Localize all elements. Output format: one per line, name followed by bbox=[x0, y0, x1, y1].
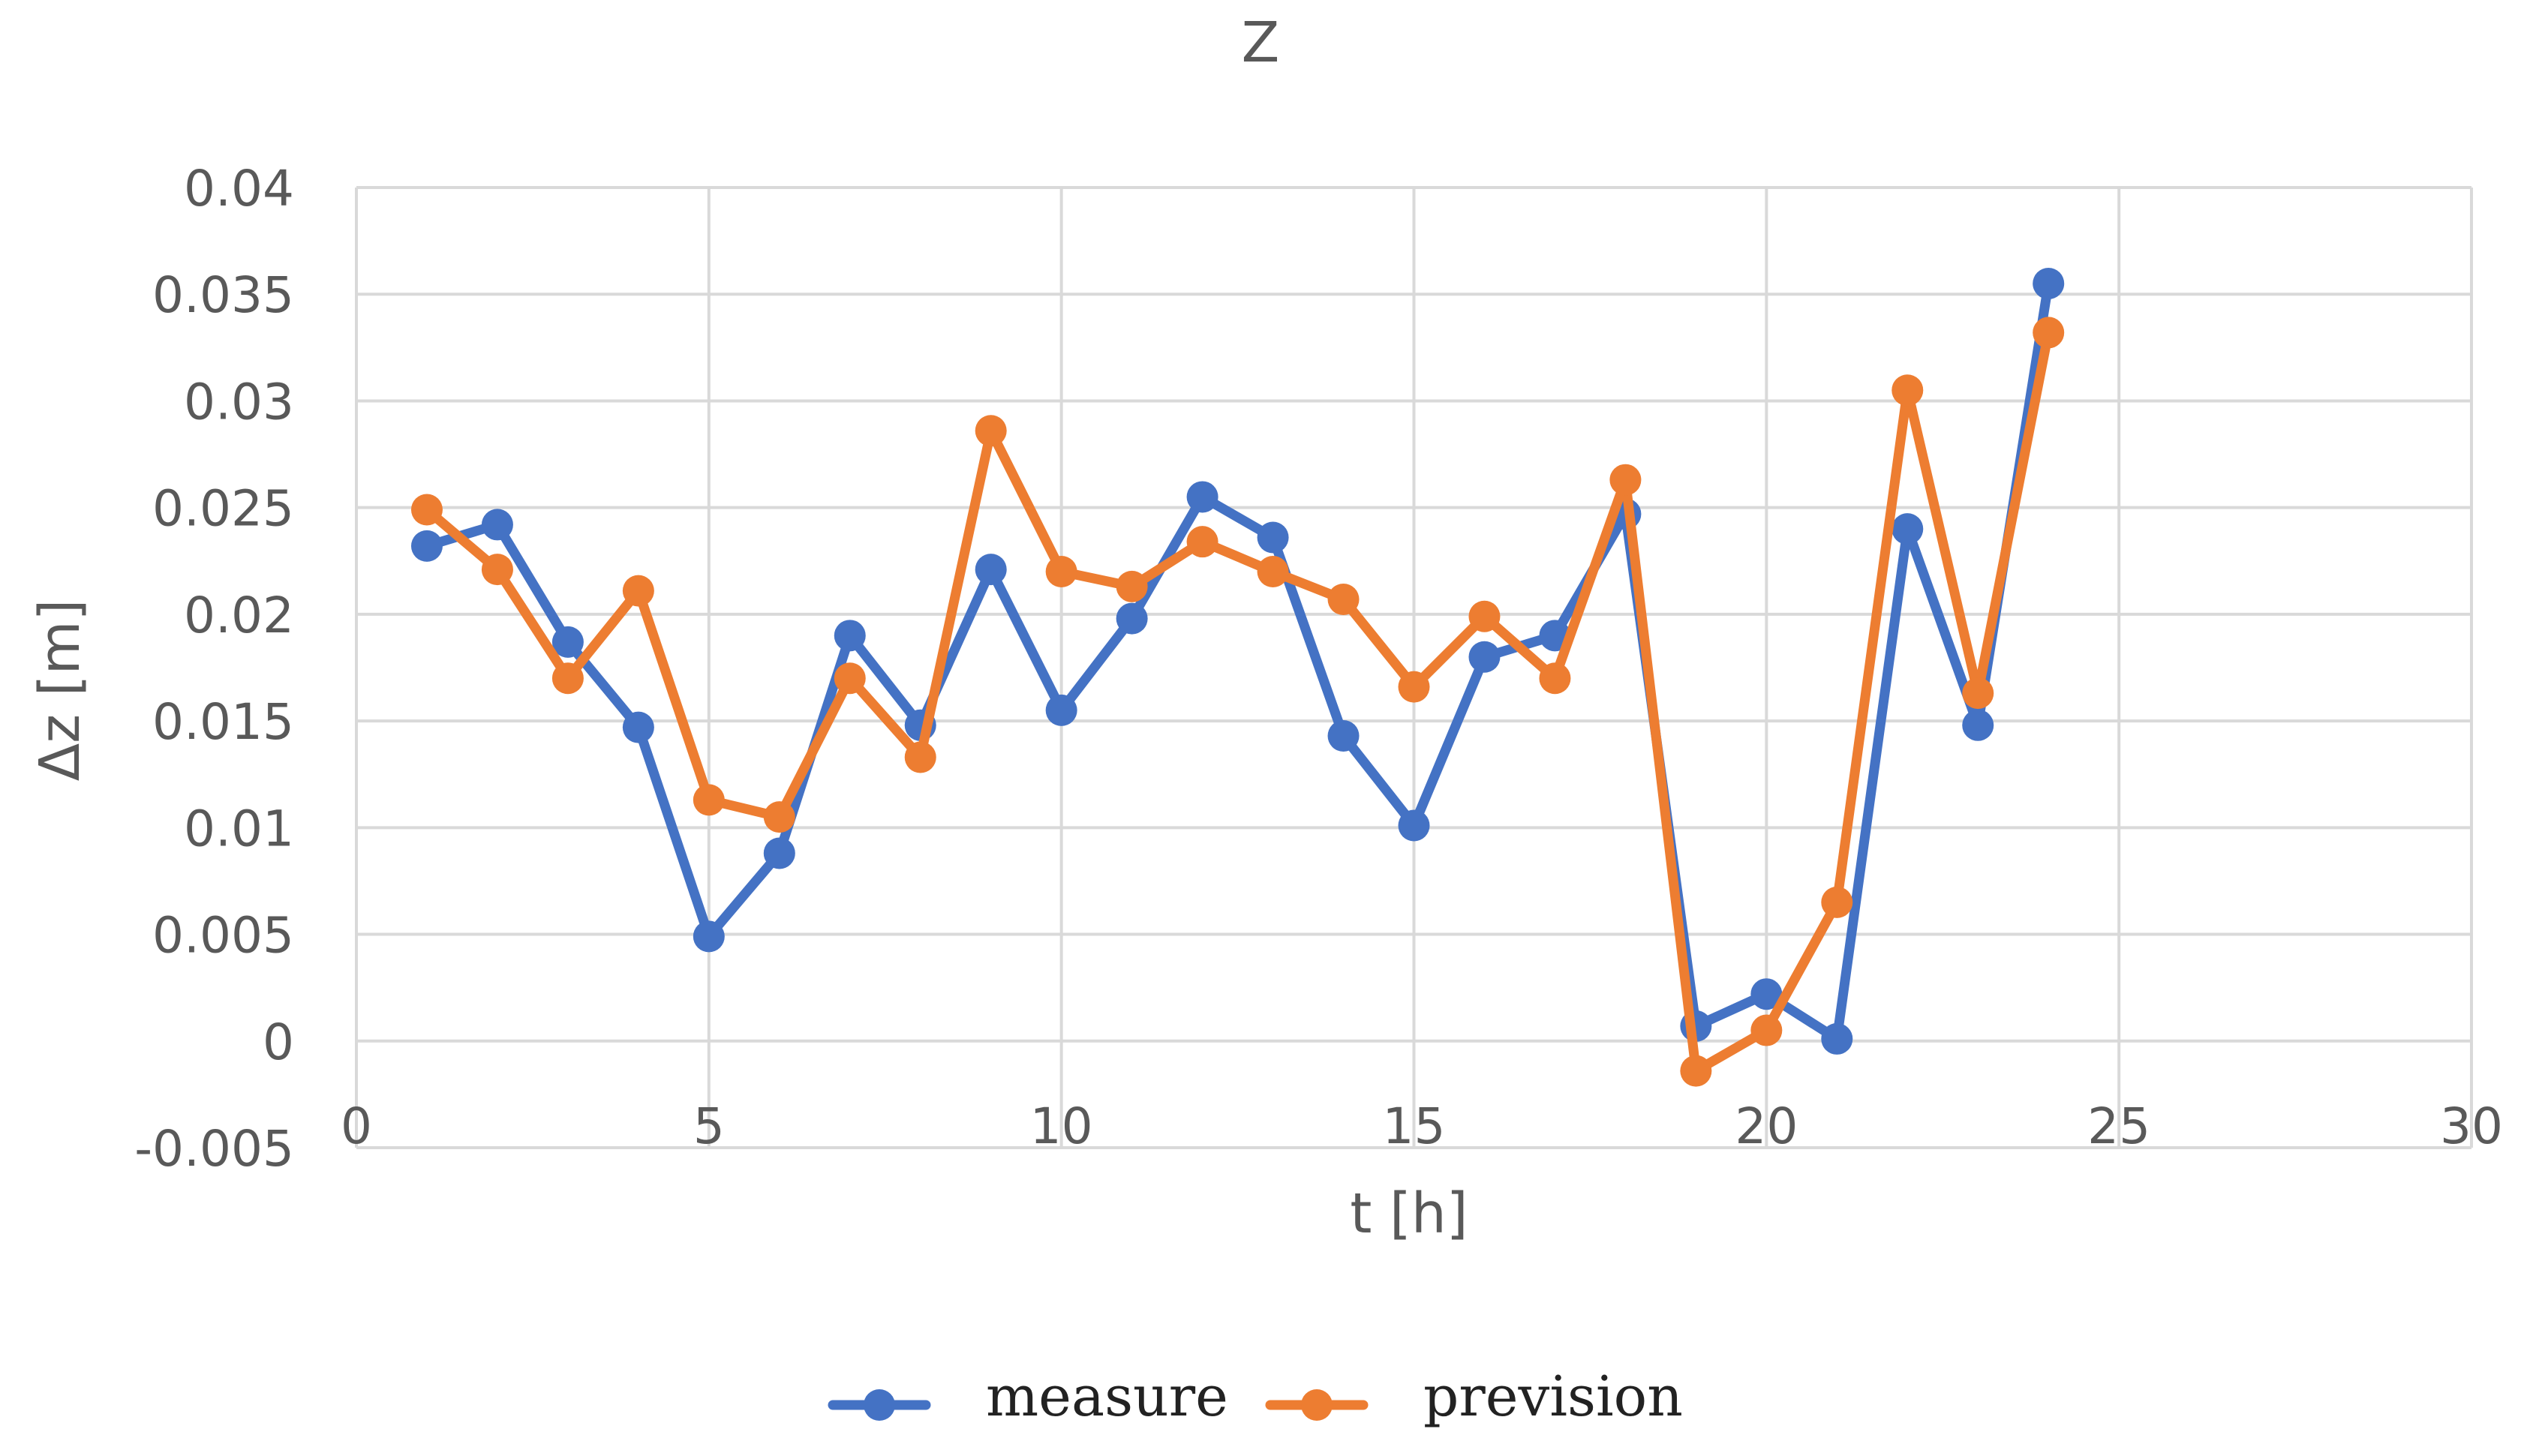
data-point-measure bbox=[975, 554, 1007, 586]
data-point-measure bbox=[1116, 602, 1148, 635]
data-point-measure bbox=[410, 530, 443, 562]
plot-series bbox=[410, 268, 2065, 1087]
y-tick-label: 0.035 bbox=[152, 266, 294, 324]
y-tick-label: 0.025 bbox=[152, 480, 294, 538]
data-point-prevision bbox=[2033, 317, 2065, 349]
data-point-prevision bbox=[551, 662, 584, 695]
data-point-measure bbox=[1962, 709, 1994, 741]
x-tick-label: 5 bbox=[693, 1097, 725, 1155]
series-prevision bbox=[410, 317, 2065, 1087]
data-point-prevision bbox=[410, 494, 443, 526]
data-point-prevision bbox=[763, 801, 795, 833]
data-point-prevision bbox=[1398, 671, 1430, 703]
chart-title: Z bbox=[1242, 11, 1280, 75]
x-tick-label: 0 bbox=[341, 1097, 372, 1155]
x-axis-label: t [h] bbox=[1350, 1181, 1468, 1246]
y-tick-label: 0.04 bbox=[184, 160, 294, 218]
data-point-measure bbox=[1186, 481, 1218, 513]
data-point-prevision bbox=[1821, 886, 1853, 918]
x-tick-label: 10 bbox=[1030, 1097, 1093, 1155]
y-tick-label: -0.005 bbox=[134, 1120, 294, 1178]
data-point-prevision bbox=[1892, 374, 1924, 407]
x-tick-label: 25 bbox=[2087, 1097, 2150, 1155]
data-point-prevision bbox=[1680, 1055, 1712, 1087]
series-line-prevision bbox=[422, 327, 2054, 1076]
legend: measure prevision bbox=[828, 1364, 1683, 1429]
data-point-measure bbox=[1750, 978, 1783, 1010]
series-line-measure bbox=[422, 278, 2054, 1044]
legend-label: prevision bbox=[1423, 1364, 1683, 1429]
data-point-measure bbox=[1327, 720, 1360, 752]
y-axis-ticks: -0.005 0 0.005 0.01 0.015 0.02 0.025 0.03 0.035 0… bbox=[134, 160, 294, 1178]
data-point-measure bbox=[693, 920, 725, 953]
data-point-prevision bbox=[1045, 556, 1077, 587]
data-point-prevision bbox=[1186, 526, 1218, 558]
y-tick-label: 0.01 bbox=[184, 800, 294, 857]
data-point-prevision bbox=[1327, 583, 1360, 615]
data-point-prevision bbox=[1468, 600, 1501, 632]
data-point-prevision bbox=[1257, 556, 1289, 587]
data-point-measure bbox=[1892, 513, 1924, 545]
data-point-prevision bbox=[904, 741, 936, 773]
x-tick-label: 30 bbox=[2440, 1097, 2503, 1155]
data-point-prevision bbox=[693, 784, 725, 816]
x-tick-label: 15 bbox=[1383, 1097, 1446, 1155]
data-point-measure bbox=[1821, 1022, 1853, 1055]
data-point-measure bbox=[1468, 641, 1501, 673]
x-axis-ticks: 0 5 10 15 20 25 30 bbox=[341, 1097, 2503, 1155]
data-point-prevision bbox=[1116, 570, 1148, 602]
data-point-prevision bbox=[975, 415, 1007, 447]
data-point-prevision bbox=[1962, 677, 1994, 710]
y-tick-label: 0.005 bbox=[152, 907, 294, 965]
data-point-measure bbox=[834, 620, 866, 652]
data-point-measure bbox=[481, 509, 513, 541]
data-point-measure bbox=[551, 626, 584, 658]
y-tick-label: 0.03 bbox=[184, 373, 294, 431]
legend-label: measure bbox=[986, 1364, 1228, 1429]
y-tick-label: 0 bbox=[263, 1013, 294, 1071]
y-tick-label: 0.02 bbox=[184, 587, 294, 644]
data-point-measure bbox=[2033, 268, 2065, 299]
legend-item-measure: measure bbox=[828, 1364, 1228, 1429]
data-point-prevision bbox=[1750, 1014, 1783, 1046]
gridlines bbox=[355, 186, 2473, 1149]
x-tick-label: 20 bbox=[1735, 1097, 1798, 1155]
data-point-measure bbox=[1257, 521, 1289, 554]
legend-item-prevision: prevision bbox=[1265, 1364, 1683, 1429]
data-point-prevision bbox=[481, 554, 513, 586]
data-point-prevision bbox=[1609, 464, 1642, 496]
data-point-prevision bbox=[834, 662, 866, 695]
y-tick-label: 0.015 bbox=[152, 693, 294, 751]
data-point-measure bbox=[763, 837, 795, 869]
data-point-prevision bbox=[1539, 662, 1571, 695]
y-axis-label: Δz [m] bbox=[28, 599, 92, 782]
data-point-measure bbox=[1398, 809, 1430, 842]
legend-swatch-marker bbox=[864, 1389, 895, 1421]
data-point-prevision bbox=[622, 575, 654, 607]
data-point-measure bbox=[1045, 694, 1077, 726]
data-point-measure bbox=[622, 711, 654, 743]
legend-swatch-marker bbox=[1301, 1389, 1333, 1421]
